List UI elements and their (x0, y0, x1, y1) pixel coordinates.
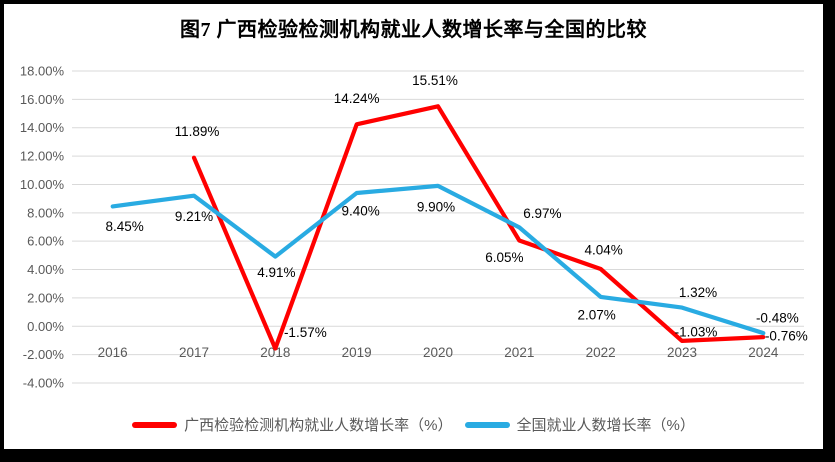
x-tick-label: 2021 (504, 345, 534, 360)
legend-item-national: 全国就业人数增长率（%） (464, 414, 695, 435)
x-tick-label: 2016 (98, 345, 128, 360)
data-label: 14.24% (334, 91, 380, 106)
data-label: -0.76% (765, 329, 808, 344)
x-tick-label: 2018 (260, 345, 290, 360)
y-tick-label: 6.00% (27, 234, 64, 249)
data-label: 15.51% (412, 73, 458, 88)
red-line-swatch-icon (132, 421, 178, 428)
data-label: 2.07% (578, 307, 616, 322)
legend-item-guangxi: 广西检验检测机构就业人数增长率（%） (132, 414, 453, 435)
data-label: 4.04% (585, 242, 623, 257)
y-tick-label: 16.00% (20, 92, 65, 107)
y-tick-label: 8.00% (27, 205, 64, 220)
data-label: 9.40% (342, 203, 380, 218)
legend-label-guangxi: 广西检验检测机构就业人数增长率（%） (184, 417, 453, 434)
x-tick-label: 2024 (748, 345, 779, 360)
legend-label-national: 全国就业人数增长率（%） (516, 417, 695, 434)
data-label: 1.32% (679, 285, 717, 300)
y-tick-label: 18.00% (20, 64, 65, 79)
chart-title: 图7 广西检验检测机构就业人数增长率与全国的比较 (180, 19, 647, 41)
y-tick-label: 14.00% (20, 120, 65, 135)
x-tick-label: 2022 (586, 345, 616, 360)
y-tick-label: 12.00% (20, 149, 65, 164)
y-tick-label: 2.00% (27, 290, 64, 305)
x-tick-label: 2017 (179, 345, 209, 360)
data-label: -1.03% (675, 324, 718, 339)
y-tick-label: 4.00% (27, 262, 64, 277)
x-tick-label: 2019 (342, 345, 372, 360)
x-tick-label: 2020 (423, 345, 453, 360)
data-label: -0.48% (756, 311, 799, 326)
data-label: 8.45% (106, 219, 144, 234)
data-label: 6.05% (485, 250, 523, 265)
data-label: -1.57% (284, 325, 327, 340)
chart-legend: 广西检验检测机构就业人数增长率（%） 全国就业人数增长率（%） (4, 414, 823, 435)
line-chart-plot: 18.00% 16.00% 14.00% 12.00% 10.00% 8.00% 6.00%… (20, 64, 808, 391)
data-label: 9.90% (417, 199, 455, 214)
series-line-guangxi (191, 104, 766, 351)
data-label: 4.91% (257, 265, 295, 280)
y-tick-label: 10.00% (20, 177, 65, 192)
y-tick-label: 0.00% (27, 319, 64, 334)
y-tick-label: -2.00% (23, 347, 65, 362)
x-tick-label: 2023 (667, 345, 697, 360)
data-label: 9.21% (175, 209, 213, 224)
data-label: 6.97% (523, 206, 561, 221)
data-label: 11.89% (175, 124, 220, 139)
series-line-national (110, 183, 766, 336)
blue-line-swatch-icon (464, 421, 510, 428)
chart-card: 图7 广西检验检测机构就业人数增长率与全国的比较 18.00% 16.00% 14.… (4, 4, 823, 449)
y-tick-label: -4.00% (23, 376, 65, 391)
